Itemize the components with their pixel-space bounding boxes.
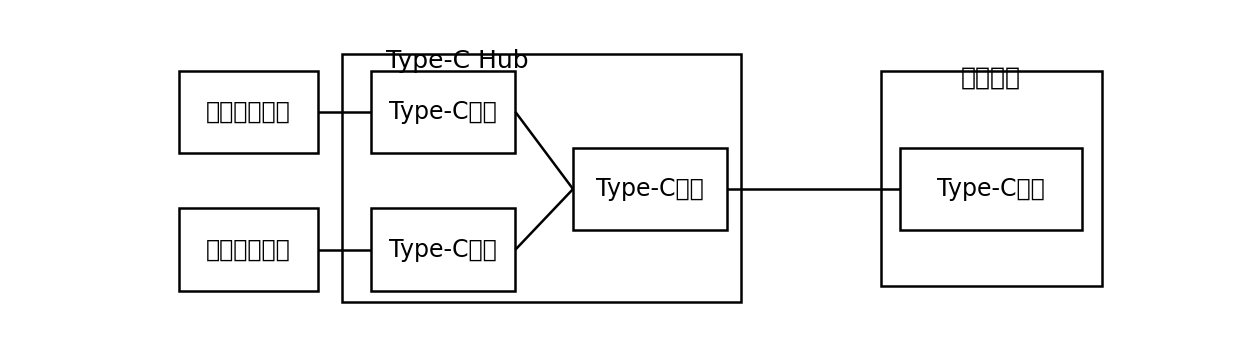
Bar <box>342 54 742 302</box>
Text: Type-C Hub: Type-C Hub <box>387 49 529 73</box>
Bar <box>371 71 516 153</box>
Bar <box>880 71 1101 286</box>
Text: 第二终端设备: 第二终端设备 <box>206 238 291 262</box>
Bar <box>900 148 1083 231</box>
Bar <box>573 148 727 231</box>
Text: Type-C公头: Type-C公头 <box>596 177 704 201</box>
Bar <box>371 208 516 291</box>
Bar <box>179 208 319 291</box>
Bar <box>179 71 319 153</box>
Text: Type-C母座: Type-C母座 <box>937 177 1045 201</box>
Text: 移动终端: 移动终端 <box>961 66 1021 90</box>
Text: 第一终端设备: 第一终端设备 <box>206 100 291 124</box>
Text: Type-C母座: Type-C母座 <box>389 238 497 262</box>
Text: Type-C母座: Type-C母座 <box>389 100 497 124</box>
